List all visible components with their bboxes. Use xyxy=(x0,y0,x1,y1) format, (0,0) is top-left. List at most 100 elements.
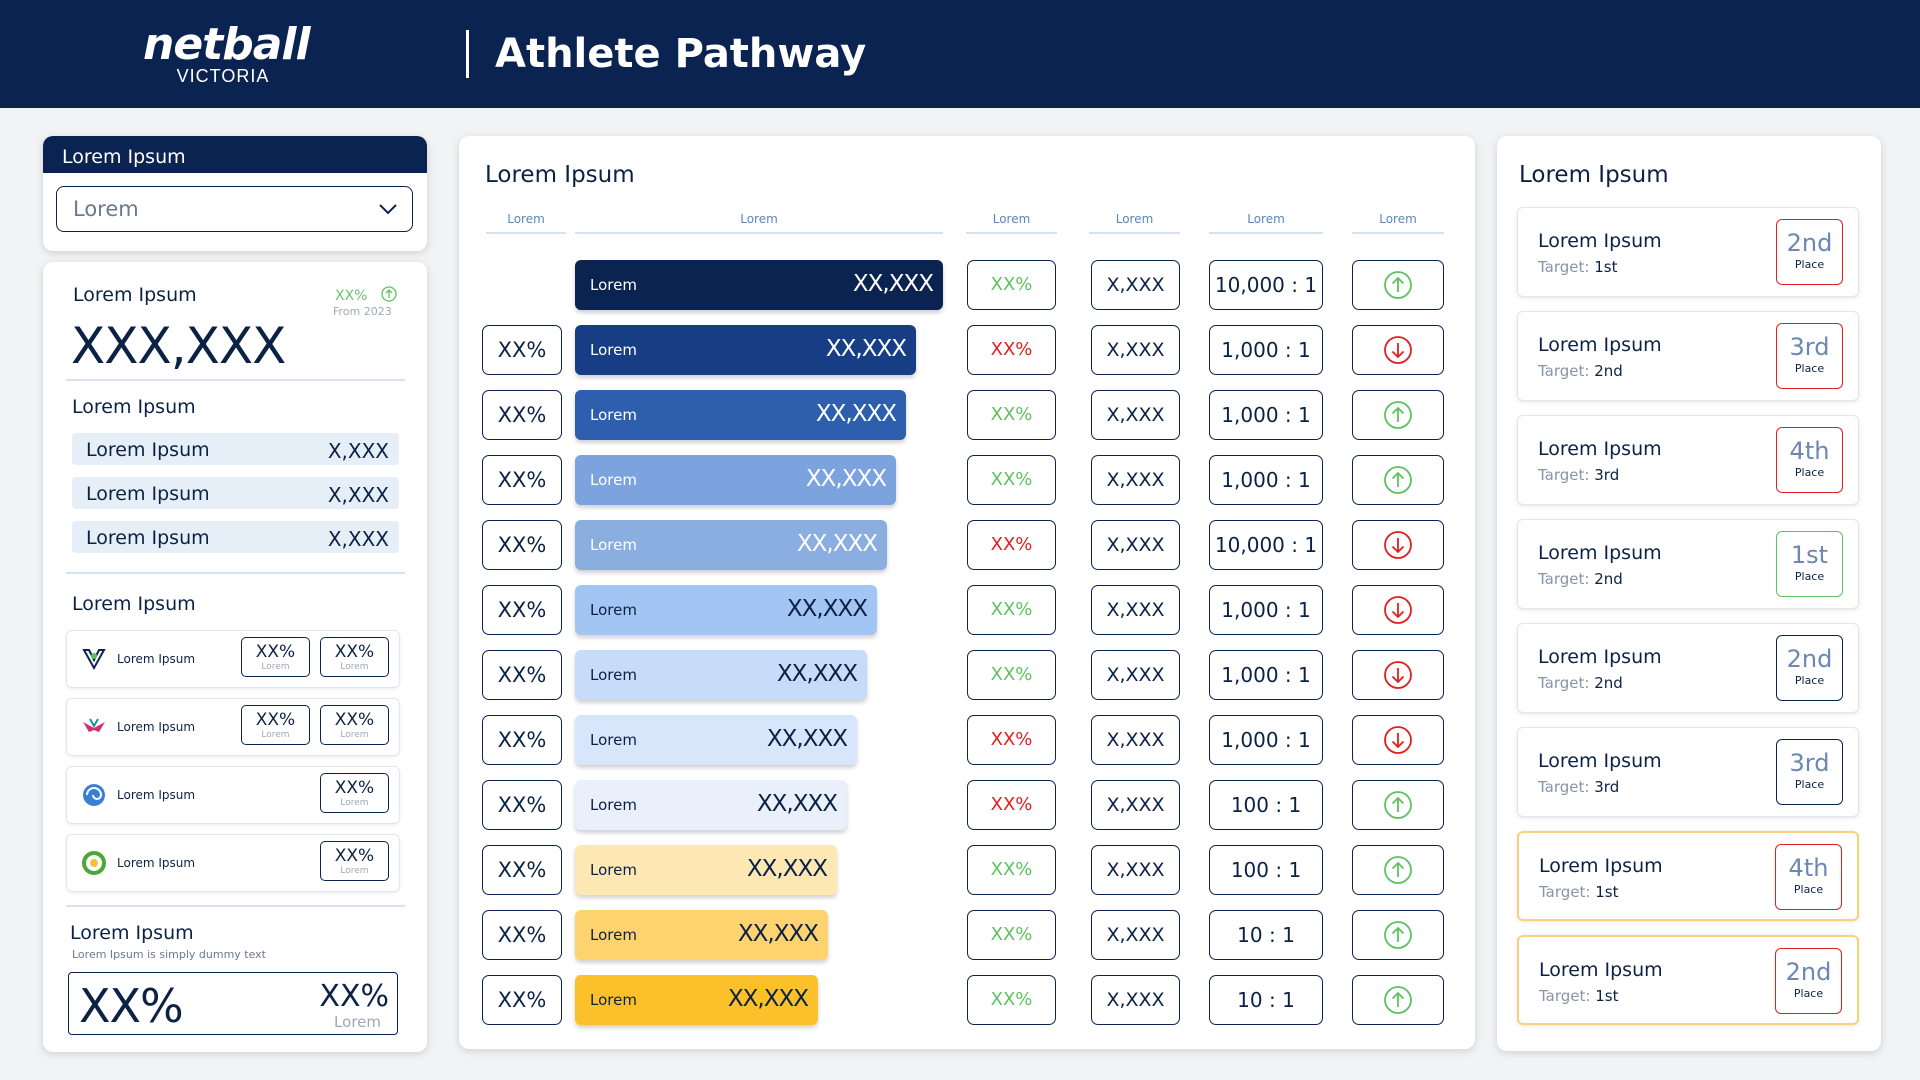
conversion-pct: XX% xyxy=(482,715,562,765)
team-row[interactable]: Lorem Ipsum XX% Lorem XX% Lorem xyxy=(66,698,400,756)
pathway-row[interactable]: XX% Lorem XX,XXX XX% X,XXX 1,000 : 1 xyxy=(459,715,1475,765)
pathway-bar[interactable]: Lorem XX,XXX xyxy=(575,845,837,895)
pathway-bar[interactable]: Lorem XX,XXX xyxy=(575,910,828,960)
ratio-value: 100 : 1 xyxy=(1209,780,1323,830)
pathway-row[interactable]: XX% Lorem XX,XXX XX% X,XXX 1,000 : 1 xyxy=(459,325,1475,375)
column-header: Lorem xyxy=(1209,212,1323,234)
pathway-bar[interactable]: Lorem XX,XXX xyxy=(575,520,887,570)
pathway-row[interactable]: XX% Lorem XX,XXX XX% X,XXX 100 : 1 xyxy=(459,845,1475,895)
team-stat-label: Lorem xyxy=(340,662,369,672)
netball-victoria-logo[interactable]: netball VICTORIA xyxy=(143,19,311,86)
pathway-bar[interactable]: Lorem XX,XXX xyxy=(575,455,896,505)
ranking-card[interactable]: Lorem Ipsum Target: 2nd 1st Place xyxy=(1517,519,1859,609)
filter-heading: Lorem Ipsum xyxy=(43,136,427,173)
pathway-row[interactable]: XX% Lorem XX,XXX XX% X,XXX 10 : 1 xyxy=(459,910,1475,960)
ranking-card[interactable]: Lorem Ipsum Target: 2nd 3rd Place xyxy=(1517,311,1859,401)
pathway-row[interactable]: XX% Lorem XX,XXX XX% X,XXX 1,000 : 1 xyxy=(459,650,1475,700)
ranking-card[interactable]: Lorem Ipsum Target: 3rd 4th Place xyxy=(1517,415,1859,505)
place-badge: 4th Place xyxy=(1776,427,1843,493)
team-stat: XX% Lorem xyxy=(320,705,389,745)
target-value: 2nd xyxy=(1594,674,1623,692)
place-label: Place xyxy=(1793,883,1824,896)
ratio-value: 100 : 1 xyxy=(1209,845,1323,895)
ranking-card[interactable]: Lorem Ipsum Target: 1st 2nd Place xyxy=(1517,207,1859,297)
pathway-bar[interactable]: Lorem XX,XXX xyxy=(575,780,847,830)
count-value: X,XXX xyxy=(1091,390,1180,440)
breakdown-label: Lorem Ipsum xyxy=(86,439,210,461)
team-row[interactable]: Lorem Ipsum XX% Lorem xyxy=(66,766,400,824)
page-title: Athlete Pathway xyxy=(495,31,867,77)
trend-indicator xyxy=(1352,845,1444,895)
target-label: Target: xyxy=(1538,570,1590,588)
team-row[interactable]: Lorem Ipsum XX% Lorem XX% Lorem xyxy=(66,630,400,688)
pathway-row[interactable]: XX% Lorem XX,XXX XX% X,XXX 1,000 : 1 xyxy=(459,585,1475,635)
breakdown-value: X,XXX xyxy=(327,483,389,507)
bar-label: Lorem xyxy=(590,341,637,359)
pathway-bar[interactable]: Lorem XX,XXX xyxy=(575,650,867,700)
team-stat-value: XX% xyxy=(334,846,375,866)
breakdown-row: Lorem Ipsum X,XXX xyxy=(72,521,399,553)
place-label: Place xyxy=(1794,674,1825,687)
target-label: Target: xyxy=(1538,674,1590,692)
count-value: X,XXX xyxy=(1091,520,1180,570)
ranking-target: Target: 1st xyxy=(1539,883,1619,901)
pathway-row[interactable]: XX% Lorem XX,XXX XX% X,XXX 10 : 1 xyxy=(459,975,1475,1025)
bar-value: XX,XXX xyxy=(825,336,907,362)
column-header: Lorem xyxy=(966,212,1057,234)
pathway-bar[interactable]: Lorem XX,XXX xyxy=(575,390,906,440)
pathway-bar[interactable]: Lorem XX,XXX xyxy=(575,260,943,310)
pathway-row[interactable]: XX% Lorem XX,XXX XX% X,XXX 100 : 1 xyxy=(459,780,1475,830)
pathway-row[interactable]: XX% Lorem XX,XXX XX% X,XXX 1,000 : 1 xyxy=(459,390,1475,440)
ranking-card[interactable]: Lorem Ipsum Target: 1st 2nd Place xyxy=(1517,935,1859,1025)
change-pct: XX% xyxy=(967,780,1056,830)
bar-value: XX,XXX xyxy=(737,921,819,947)
bar-label: Lorem xyxy=(590,796,637,814)
team-vixens-logo-icon xyxy=(82,649,106,671)
pathway-bar[interactable]: Lorem XX,XXX xyxy=(575,585,877,635)
target-value: 1st xyxy=(1594,258,1618,276)
count-value: X,XXX xyxy=(1091,325,1180,375)
logo-wordmark: netball xyxy=(143,19,311,70)
team-row[interactable]: Lorem Ipsum XX% Lorem xyxy=(66,834,400,892)
bar-label: Lorem xyxy=(590,926,637,944)
team-stat-label: Lorem xyxy=(261,730,290,740)
ranking-name: Lorem Ipsum xyxy=(1538,750,1662,772)
place-value: 4th xyxy=(1788,854,1829,882)
arrow-down-circle-icon xyxy=(1384,726,1412,754)
logo-subtitle: VICTORIA xyxy=(176,66,270,86)
ranking-card[interactable]: Lorem Ipsum Target: 2nd 2nd Place xyxy=(1517,623,1859,713)
ratio-value: 1,000 : 1 xyxy=(1209,650,1323,700)
trend-indicator xyxy=(1352,520,1444,570)
ratio-value: 1,000 : 1 xyxy=(1209,585,1323,635)
pathway-row[interactable]: XX% Lorem XX,XXX XX% X,XXX 1,000 : 1 xyxy=(459,455,1475,505)
target-value: 1st xyxy=(1595,987,1619,1005)
team-stat: XX% Lorem xyxy=(241,705,310,745)
pathway-bar[interactable]: Lorem XX,XXX xyxy=(575,975,818,1025)
team-name: Lorem Ipsum xyxy=(117,720,196,734)
target-value: 2nd xyxy=(1594,570,1623,588)
ranking-card[interactable]: Lorem Ipsum Target: 3rd 3rd Place xyxy=(1517,727,1859,817)
filter-card: Lorem Ipsum Lorem xyxy=(43,136,427,251)
trend-indicator xyxy=(1352,455,1444,505)
ratio-value: 10 : 1 xyxy=(1209,910,1323,960)
target-value: 1st xyxy=(1595,883,1619,901)
arrow-up-circle-icon xyxy=(1384,921,1412,949)
filter-dropdown[interactable]: Lorem xyxy=(56,186,413,232)
count-value: X,XXX xyxy=(1091,910,1180,960)
breakdown-label: Lorem Ipsum xyxy=(86,527,210,549)
pathway-bar[interactable]: Lorem XX,XXX xyxy=(575,325,916,375)
target-value: 2nd xyxy=(1594,362,1623,380)
ranking-card[interactable]: Lorem Ipsum Target: 1st 4th Place xyxy=(1517,831,1859,921)
pathway-row[interactable]: Lorem XX,XXX XX% X,XXX 10,000 : 1 xyxy=(459,260,1475,310)
ranking-name: Lorem Ipsum xyxy=(1538,438,1662,460)
rankings-title: Lorem Ipsum xyxy=(1519,162,1669,188)
bar-value: XX,XXX xyxy=(776,661,858,687)
bar-value: XX,XXX xyxy=(852,271,934,297)
place-label: Place xyxy=(1794,778,1825,791)
change-pct: XX% xyxy=(967,975,1056,1025)
arrow-down-circle-icon xyxy=(1384,661,1412,689)
bar-label: Lorem xyxy=(590,861,637,879)
pathway-bar[interactable]: Lorem XX,XXX xyxy=(575,715,857,765)
pathway-row[interactable]: XX% Lorem XX,XXX XX% X,XXX 10,000 : 1 xyxy=(459,520,1475,570)
count-value: X,XXX xyxy=(1091,585,1180,635)
